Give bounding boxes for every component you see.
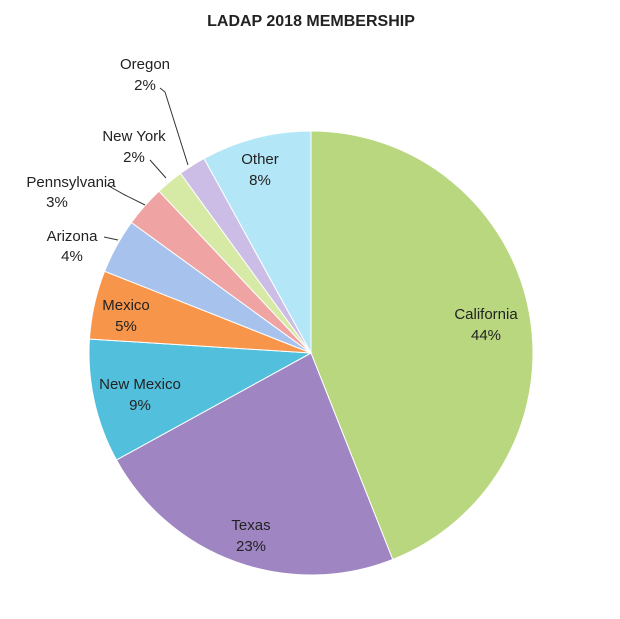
value-label: 3% bbox=[46, 194, 68, 211]
pie-slice bbox=[310, 130, 534, 561]
slice-label: California bbox=[454, 306, 518, 323]
value-label: 2% bbox=[134, 77, 156, 94]
value-label: 44% bbox=[471, 327, 501, 344]
slice-label: New York bbox=[102, 128, 166, 145]
slice-label: Texas bbox=[231, 517, 270, 534]
value-label: 4% bbox=[61, 248, 83, 265]
pie-slice bbox=[203, 130, 312, 354]
value-label: 5% bbox=[115, 318, 137, 335]
leader-line bbox=[159, 87, 189, 166]
value-label: 9% bbox=[129, 397, 151, 414]
slice-label: New Mexico bbox=[99, 376, 181, 393]
slice-label: Other bbox=[241, 151, 279, 168]
value-label: 23% bbox=[236, 538, 266, 555]
pie-slice bbox=[115, 352, 394, 576]
slice-label: Arizona bbox=[47, 228, 99, 245]
leader-line bbox=[149, 159, 167, 179]
value-label: 8% bbox=[249, 172, 271, 189]
slice-label: Pennsylvania bbox=[26, 174, 116, 191]
pie-slice bbox=[88, 338, 313, 461]
leader-line bbox=[106, 184, 146, 206]
slice-label: Mexico bbox=[102, 297, 150, 314]
chart-title: LADAP 2018 MEMBERSHIP bbox=[207, 13, 415, 30]
leader-line bbox=[103, 236, 119, 241]
value-label: 2% bbox=[123, 149, 145, 166]
pie bbox=[88, 130, 534, 576]
slice-label: Oregon bbox=[120, 56, 170, 73]
